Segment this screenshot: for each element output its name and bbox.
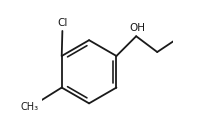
Text: Cl: Cl: [57, 18, 68, 28]
Text: CH₃: CH₃: [21, 102, 39, 112]
Text: OH: OH: [129, 23, 146, 33]
